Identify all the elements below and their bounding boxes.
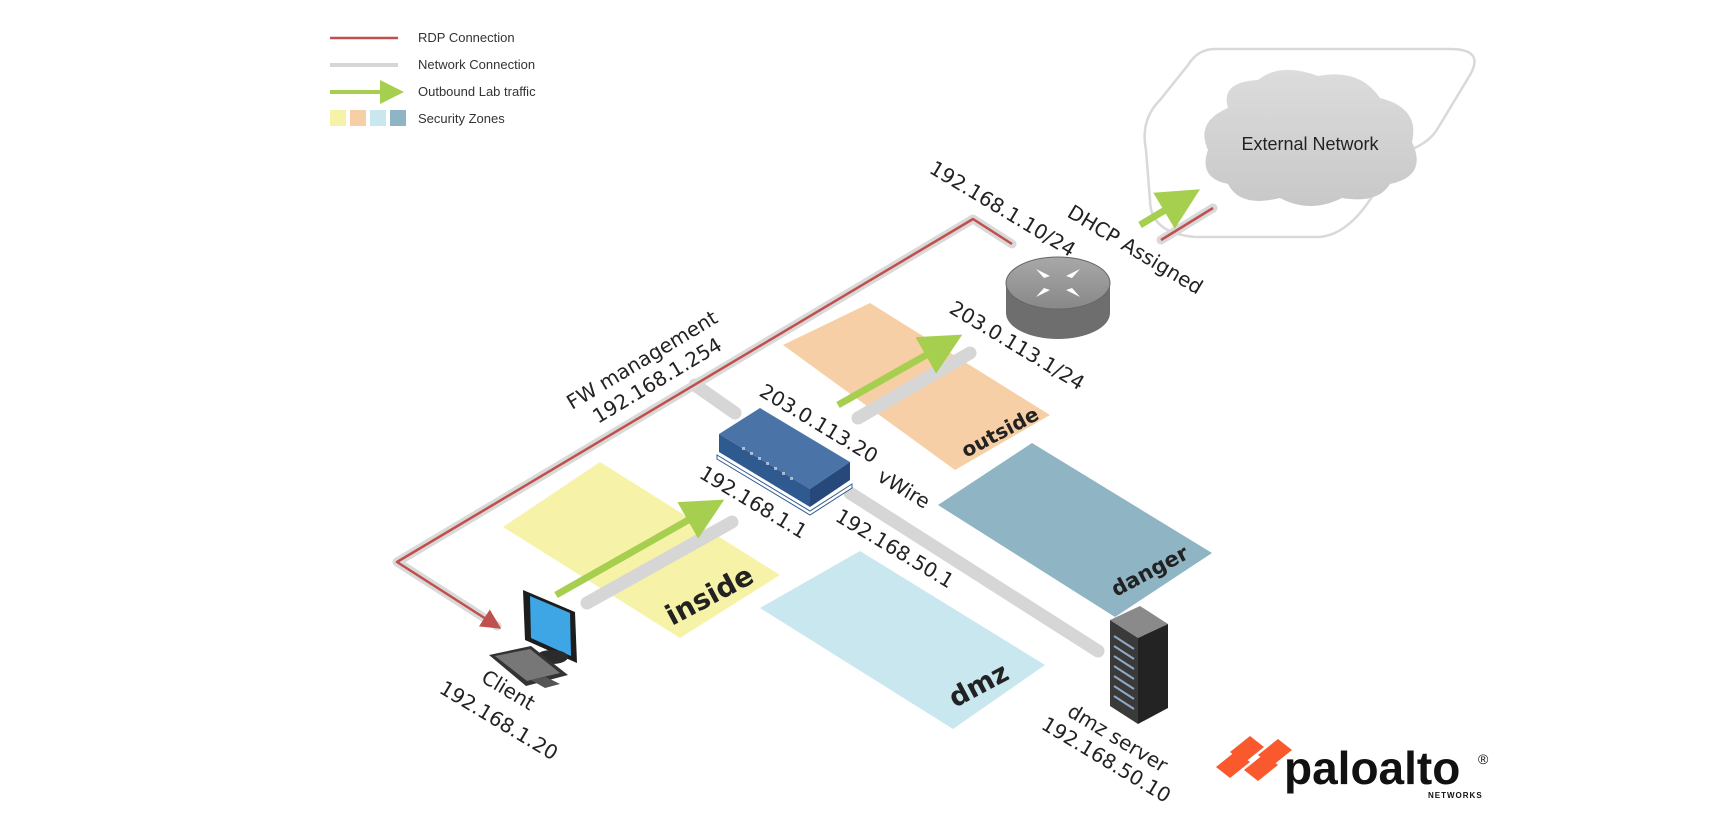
label-router-mgmt-ip: 192.168.1.10/24 <box>925 156 1079 262</box>
dmz-server-icon <box>1110 606 1168 724</box>
paloalto-logo-wordmark: paloalto <box>1284 742 1460 794</box>
zone-dmz <box>760 551 1045 729</box>
paloalto-logo-sub: NETWORKS <box>1428 791 1483 800</box>
legend: RDP Connection Network Connection Outbou… <box>330 30 536 126</box>
net-link-fw-dmz <box>843 486 1105 658</box>
router-icon <box>1005 256 1111 339</box>
firewall-icon <box>716 408 853 516</box>
outbound-traffic <box>554 189 1201 599</box>
legend-zones-label: Security Zones <box>418 111 505 126</box>
paloalto-logo: paloalto ® NETWORKS <box>1216 736 1489 800</box>
external-network: External Network <box>1143 47 1476 239</box>
legend-outbound-label: Outbound Lab traffic <box>418 84 536 99</box>
paloalto-logo-icon <box>1216 736 1292 781</box>
rdp-line-client-router <box>395 217 1013 629</box>
zone-danger <box>938 443 1212 617</box>
security-zones <box>503 303 1212 729</box>
outbound-arrow-external <box>1138 189 1201 229</box>
cloud-label: External Network <box>1241 134 1379 154</box>
outbound-arrow-outside <box>836 334 963 409</box>
legend-network-label: Network Connection <box>418 57 535 72</box>
client-icon <box>489 590 577 688</box>
outbound-arrow-inside <box>554 499 725 599</box>
paloalto-logo-reg: ® <box>1478 751 1489 767</box>
cloud-icon <box>1204 69 1417 206</box>
net-link-fw-mgmt <box>688 378 742 420</box>
legend-rdp-label: RDP Connection <box>418 30 515 45</box>
legend-zones-swatch <box>330 110 406 126</box>
